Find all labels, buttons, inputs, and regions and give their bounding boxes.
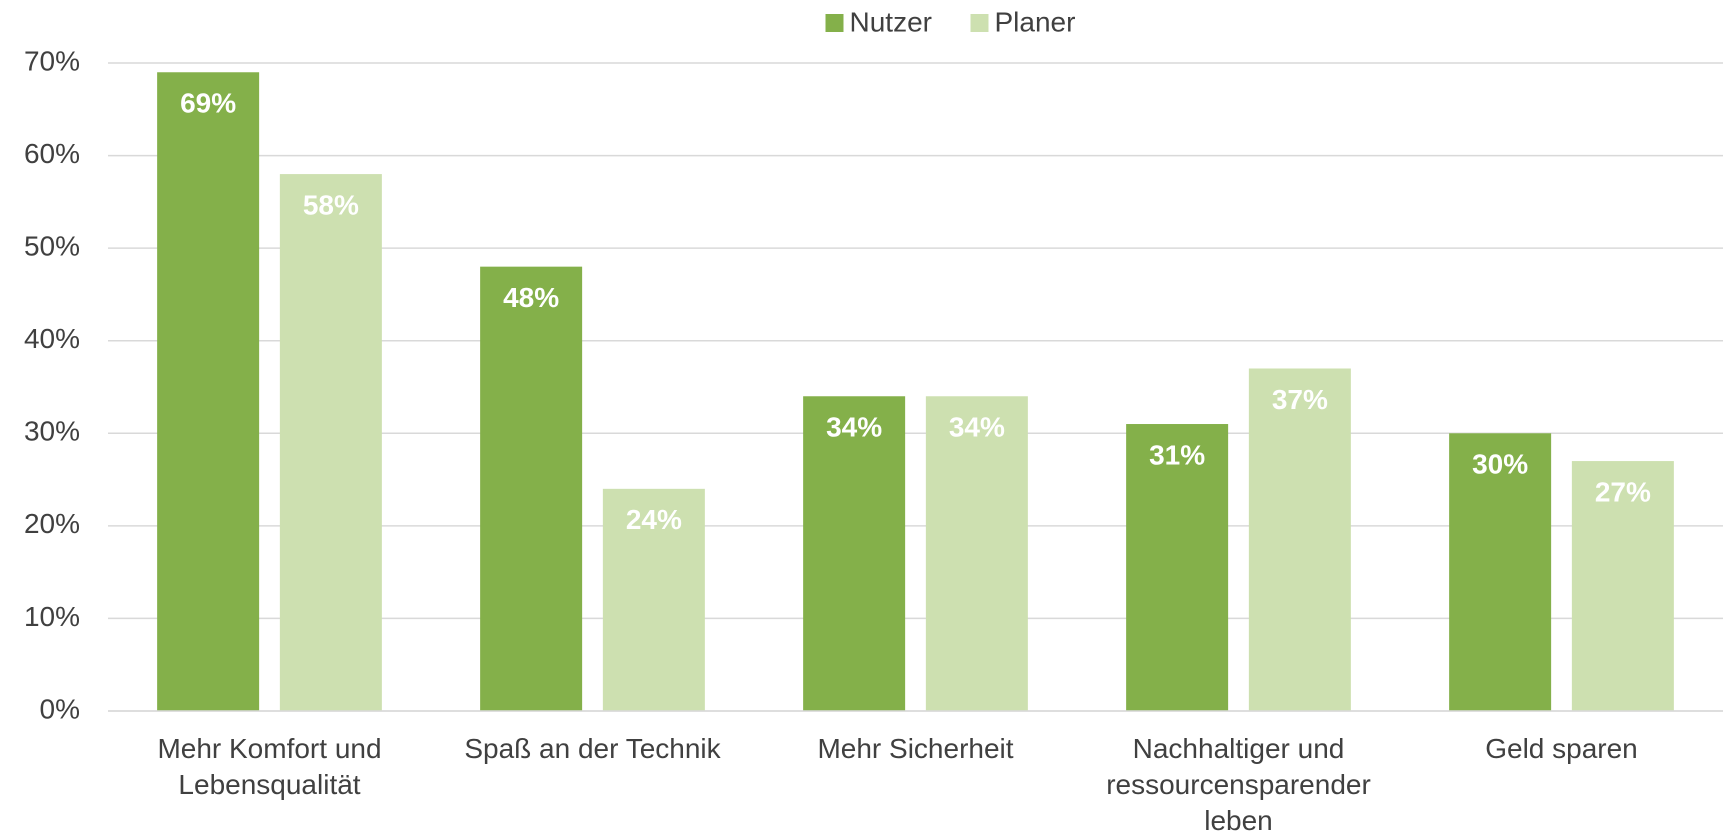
y-tick-label: 30% (24, 416, 80, 447)
bar (602, 488, 705, 711)
y-tick-label: 70% (24, 45, 80, 76)
data-label: 37% (1272, 384, 1328, 415)
x-tick-label: Mehr Komfort und Lebensqualität (157, 733, 382, 800)
x-tick-label: Spaß an der Technik (464, 733, 721, 764)
legend-label: Nutzer (850, 6, 932, 37)
bar (480, 266, 583, 711)
y-tick-label: 60% (24, 138, 80, 169)
y-tick-label: 0% (40, 693, 80, 724)
data-label: 24% (626, 504, 682, 535)
data-label: 34% (826, 412, 882, 443)
bar (1449, 433, 1552, 711)
data-label: 31% (1149, 439, 1205, 470)
legend-label: Planer (995, 6, 1076, 37)
data-label: 48% (503, 282, 559, 313)
bar (1571, 461, 1674, 711)
data-label: 30% (1472, 449, 1528, 480)
bar (279, 174, 382, 712)
bar (1248, 368, 1351, 711)
data-label: 27% (1595, 476, 1651, 507)
x-tick-label: Geld sparen (1485, 733, 1638, 764)
y-tick-label: 40% (24, 323, 80, 354)
x-tick-label: Nachhaltiger und ressourcensparender leb… (1106, 733, 1371, 835)
legend-swatch (825, 14, 844, 32)
data-label: 58% (303, 189, 359, 220)
x-tick-label: Mehr Sicherheit (817, 733, 1014, 764)
y-tick-label: 50% (24, 231, 80, 262)
data-label: 34% (949, 412, 1005, 443)
data-label: 69% (180, 88, 236, 119)
y-tick-label: 10% (24, 601, 80, 632)
y-tick-label: 20% (24, 508, 80, 539)
bar (925, 396, 1028, 711)
bar (157, 72, 260, 711)
bar (803, 396, 906, 711)
legend-swatch (970, 14, 989, 32)
bar (1126, 424, 1229, 711)
